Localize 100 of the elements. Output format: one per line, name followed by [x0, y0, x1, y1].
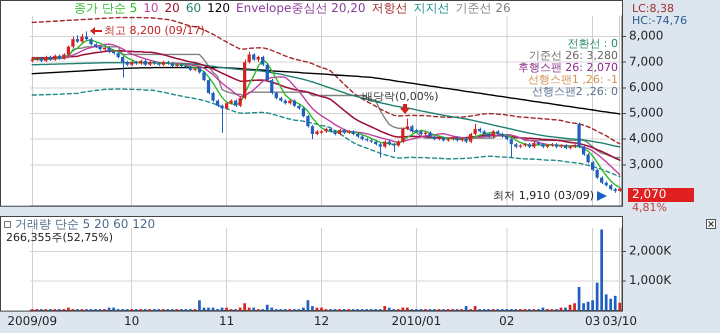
candlestick	[572, 144, 576, 149]
candlestick	[338, 128, 342, 136]
bar	[406, 308, 409, 311]
candlestick	[546, 144, 550, 149]
candlestick	[328, 127, 332, 134]
candlestick	[559, 144, 563, 149]
candlestick	[396, 140, 400, 148]
candlestick	[492, 130, 495, 138]
annotation: 선행스팬2 ,26: 0	[532, 84, 618, 98]
bar	[401, 308, 404, 311]
candlestick	[62, 52, 66, 60]
x-tick-label: 02	[499, 314, 514, 328]
text: 10	[143, 1, 159, 15]
candlestick	[58, 54, 61, 60]
y-tick-label: 1,000K	[629, 273, 672, 288]
y-tick-label: 7,000	[629, 54, 664, 68]
annotation: 선행스팬1 ,26: -1	[528, 72, 618, 86]
x-tick-label: 2009/09	[7, 314, 58, 328]
y-tick-label: 4,000	[629, 131, 664, 146]
candlestick	[432, 134, 436, 141]
candlestick	[324, 127, 328, 134]
text: HC:-74,76	[632, 14, 688, 27]
y-tick-label: 5,000	[629, 106, 664, 120]
candlestick	[315, 130, 319, 136]
candlestick	[84, 30, 88, 41]
candlestick	[392, 142, 396, 152]
candlestick	[53, 54, 56, 62]
annotation: 최저 1,910 (03/09)	[493, 188, 594, 202]
bar	[388, 308, 391, 311]
candlestick	[564, 144, 568, 150]
chart-title: 거래량 단순 5 20 60 120	[15, 217, 156, 231]
candlestick	[500, 132, 504, 138]
text: 60	[186, 1, 202, 15]
bar	[248, 308, 251, 311]
x-tick-label: 03/10	[602, 314, 638, 328]
bar	[560, 308, 562, 311]
candlestick	[487, 132, 490, 138]
line-series	[32, 16, 620, 144]
annotation: 266,355주(52,75%)	[6, 230, 114, 244]
text: 20	[164, 1, 180, 15]
candlestick	[89, 37, 93, 46]
candlestick	[202, 70, 206, 82]
candlestick	[550, 142, 554, 148]
candlestick	[302, 106, 306, 118]
y-tick-label: 3,000	[629, 156, 664, 171]
candlestick	[333, 130, 337, 136]
bar	[604, 294, 608, 311]
candlestick	[220, 104, 224, 134]
candlestick	[71, 36, 75, 49]
x-tick-label: 03	[584, 314, 600, 328]
candlestick	[80, 33, 84, 44]
bar	[270, 308, 274, 311]
annotation: 기준선 26: 3,280	[528, 48, 618, 62]
text: 종가 단순 5	[74, 1, 138, 15]
candlestick	[342, 128, 346, 134]
text: 저항선	[372, 1, 408, 15]
candlestick	[40, 56, 43, 63]
bar	[564, 308, 567, 311]
candlestick	[518, 144, 522, 149]
text: Envelope중심선 20,20	[236, 1, 366, 15]
text: 120	[207, 1, 230, 15]
candlestick	[310, 124, 314, 140]
text: 2,070	[632, 187, 666, 202]
candlestick	[98, 44, 102, 52]
candlestick	[76, 34, 80, 44]
bar	[252, 308, 256, 311]
candlestick	[482, 130, 486, 136]
candlestick	[66, 44, 70, 56]
bar	[266, 304, 269, 311]
candlestick	[306, 114, 310, 128]
candlestick	[464, 137, 468, 144]
candlestick	[428, 130, 432, 138]
candlestick	[130, 60, 134, 67]
bar	[614, 296, 617, 311]
bar	[609, 298, 612, 311]
annotation: 후행스팬 26: 2,070	[518, 60, 618, 74]
candlestick	[30, 56, 34, 63]
bar	[600, 229, 604, 311]
candlestick	[284, 98, 287, 105]
x-tick-label: 10	[124, 314, 140, 328]
candlestick	[510, 137, 513, 158]
text: 기준선 26	[456, 1, 511, 15]
candlestick	[288, 98, 292, 105]
bar	[238, 308, 242, 311]
text: LC:8,38	[632, 2, 674, 15]
text: 4,81%	[632, 200, 667, 214]
bar	[243, 303, 246, 311]
x-tick-label: 2010/01	[391, 314, 442, 328]
bar	[464, 306, 468, 311]
y-tick-label: 6,000	[629, 80, 664, 94]
candlestick	[139, 59, 142, 66]
candlestick	[388, 140, 391, 146]
text: 지지선	[414, 1, 450, 15]
candlestick	[170, 62, 174, 68]
candlestick	[116, 51, 120, 59]
candlestick	[297, 104, 301, 110]
annotation: 전환선 : 0	[567, 36, 618, 50]
candlestick	[180, 62, 184, 68]
candlestick	[256, 55, 260, 63]
candlestick	[252, 52, 256, 62]
